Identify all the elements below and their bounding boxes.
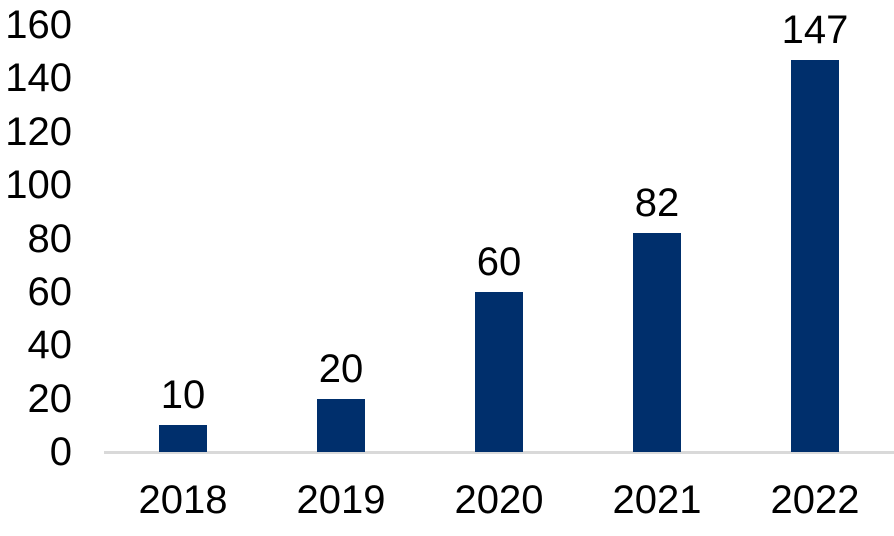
- bar-2021: [633, 233, 681, 452]
- bar-2020: [475, 291, 523, 452]
- x-tick-label-2022: 2022: [770, 478, 860, 522]
- y-tick-label-20: 20: [27, 376, 73, 421]
- x-axis-line: [104, 450, 894, 454]
- bar-value-label-2022: 147: [781, 7, 849, 52]
- bar-value-label-2021: 82: [634, 181, 680, 226]
- y-tick-label-100: 100: [5, 163, 72, 208]
- bar-2022: [791, 59, 839, 452]
- x-tick-label-2020: 2020: [454, 478, 544, 522]
- y-tick-label-40: 40: [27, 323, 73, 368]
- x-tick-label-2021: 2021: [612, 478, 702, 522]
- bar-2019: [317, 398, 365, 452]
- y-tick-label-60: 60: [27, 269, 73, 314]
- bar-value-label-2018: 10: [160, 373, 206, 418]
- y-tick-label-80: 80: [27, 216, 73, 261]
- x-tick-label-2018: 2018: [138, 478, 228, 522]
- y-tick-label-0: 0: [49, 430, 72, 474]
- y-tick-label-160: 160: [5, 3, 72, 47]
- bar-value-label-2019: 20: [318, 346, 364, 391]
- y-tick-label-140: 140: [5, 56, 72, 101]
- y-tick-label-120: 120: [5, 109, 72, 154]
- bar-2018: [159, 425, 207, 452]
- x-tick-label-2019: 2019: [296, 478, 386, 522]
- bar-value-label-2020: 60: [476, 239, 522, 284]
